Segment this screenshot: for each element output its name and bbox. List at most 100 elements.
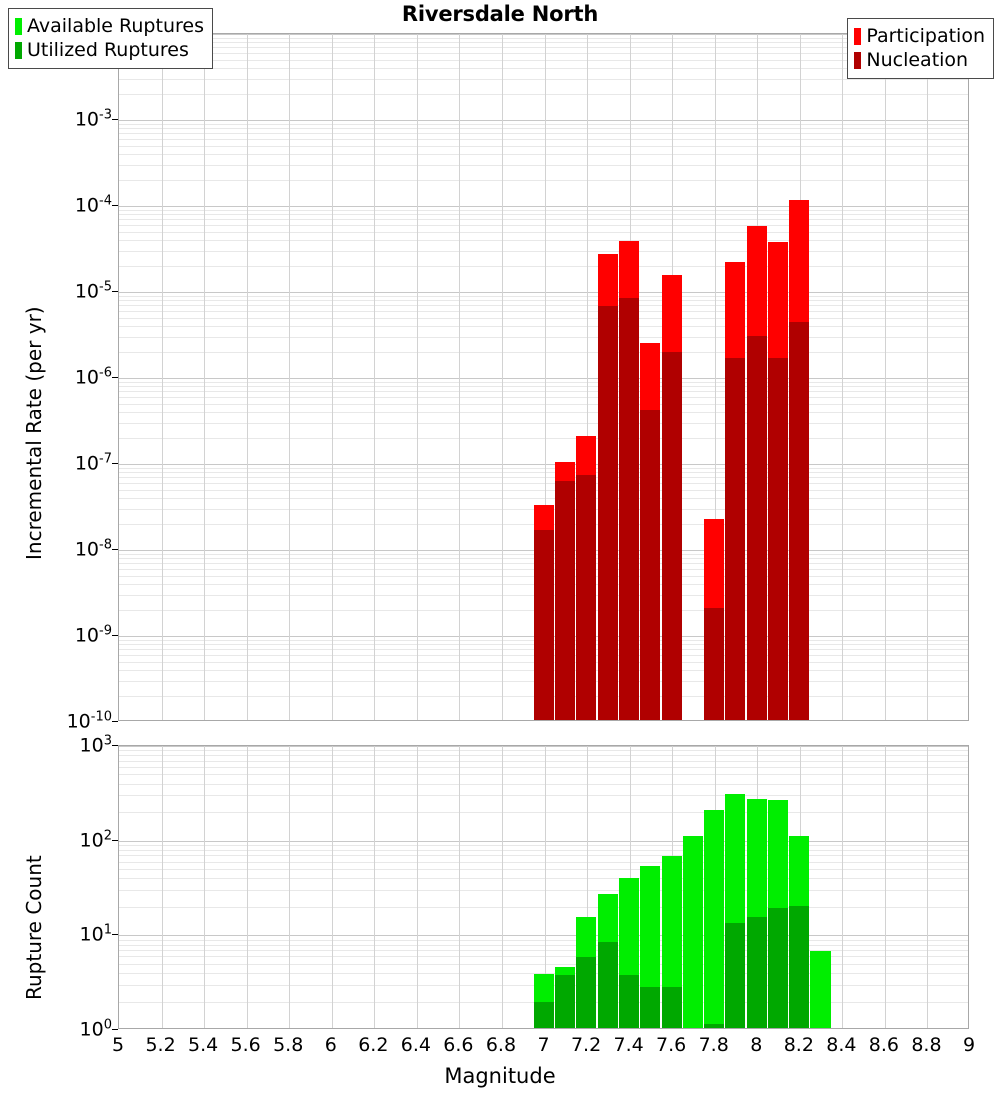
gridline-minor xyxy=(119,225,968,226)
gridline-vertical xyxy=(417,34,418,720)
gridline-minor xyxy=(119,300,968,301)
y-tick-label: 10-6 xyxy=(74,365,112,389)
bar-available-ruptures xyxy=(661,855,682,1028)
gridline-minor xyxy=(119,180,968,181)
gridline-minor xyxy=(119,784,968,785)
gridline-minor xyxy=(119,956,968,957)
gridline-minor xyxy=(119,146,968,147)
y-tick-label: 100 xyxy=(79,1017,112,1041)
gridline-minor xyxy=(119,750,968,751)
x-tick-label: 8.8 xyxy=(911,1034,942,1056)
gridline-minor xyxy=(119,94,968,95)
gridline-major xyxy=(119,464,968,465)
gridline-minor xyxy=(119,128,968,129)
y-tick-label: 10-4 xyxy=(74,193,112,217)
gridline-major xyxy=(119,120,968,121)
y-tick-label: 102 xyxy=(79,827,112,852)
x-tick-label: 7.8 xyxy=(698,1034,729,1056)
page-title: Riversdale North xyxy=(401,2,599,26)
y-tick-label: 10-8 xyxy=(74,537,112,561)
bar-nucleation xyxy=(533,530,554,720)
x-tick-label: 8 xyxy=(750,1034,763,1056)
gridline-vertical xyxy=(459,746,460,1028)
gridline-minor xyxy=(119,950,968,951)
gridline-minor xyxy=(119,318,968,319)
bottom-bars xyxy=(119,746,968,1028)
gridline-minor xyxy=(119,845,968,846)
gridline-minor xyxy=(119,850,968,851)
gridline-vertical xyxy=(204,746,205,1028)
gridline-vertical xyxy=(374,34,375,720)
top-legend: Participation Nucleation xyxy=(847,18,994,79)
y-tick-mark xyxy=(112,745,118,746)
bar-utilized-ruptures xyxy=(533,1001,554,1028)
legend-label-participation: Participation xyxy=(866,25,985,47)
gridline-minor xyxy=(119,438,968,439)
y-tick-label: 10-9 xyxy=(74,623,112,647)
gridline-major xyxy=(119,206,968,207)
gridline-minor xyxy=(119,305,968,306)
bar-utilized-ruptures xyxy=(746,916,767,1028)
gridline-minor xyxy=(119,878,968,879)
gridline-minor xyxy=(119,139,968,140)
bar-utilized-ruptures xyxy=(725,922,746,1028)
bar-utilized-ruptures xyxy=(767,908,788,1028)
bar-nucleation xyxy=(661,352,682,720)
gridline-minor xyxy=(119,266,968,267)
available-ruptures-swatch-icon xyxy=(15,17,22,35)
y-tick-mark xyxy=(112,291,118,292)
legend-item-nucleation: Nucleation xyxy=(854,48,985,72)
x-tick-label: 5.4 xyxy=(187,1034,219,1056)
gridline-vertical xyxy=(162,34,163,720)
gridline-minor xyxy=(119,855,968,856)
gridline-vertical xyxy=(545,34,546,720)
x-tick-label: 6.6 xyxy=(443,1034,474,1056)
legend-item-participation: Participation xyxy=(854,24,985,48)
nucleation-swatch-icon xyxy=(854,51,862,69)
bar-nucleation xyxy=(555,481,576,720)
top-bars xyxy=(119,34,968,720)
gridline-minor xyxy=(119,79,968,80)
gridline-vertical xyxy=(247,746,248,1028)
gridline-minor xyxy=(119,296,968,297)
gridline-minor xyxy=(119,326,968,327)
gridline-vertical xyxy=(289,34,290,720)
gridline-minor xyxy=(119,154,968,155)
x-tick-label: 6.2 xyxy=(358,1034,389,1056)
gridline-minor xyxy=(119,60,968,61)
x-tick-label: 8.2 xyxy=(783,1034,814,1056)
bar-utilized-ruptures xyxy=(618,975,640,1028)
x-tick-label: 6.8 xyxy=(485,1034,517,1056)
gridline-minor xyxy=(119,133,968,134)
gridline-vertical xyxy=(459,34,460,720)
bar-nucleation xyxy=(597,305,618,720)
y-tick-label: 10-7 xyxy=(74,451,112,475)
gridline-vertical xyxy=(545,746,546,1028)
y-tick-mark xyxy=(112,840,118,841)
bar-utilized-ruptures xyxy=(640,987,661,1028)
y-tick-mark xyxy=(112,1029,118,1030)
bottom-y-ticklabels: 103 102 101 100 xyxy=(0,733,118,1041)
gridline-major xyxy=(119,935,968,936)
gridline-minor xyxy=(119,311,968,312)
gridline-vertical xyxy=(587,746,588,1028)
gridline-minor xyxy=(119,386,968,387)
gridline-minor xyxy=(119,251,968,252)
gridline-minor xyxy=(119,214,968,215)
bar-nucleation xyxy=(576,475,597,720)
gridline-minor xyxy=(119,53,968,54)
gridline-minor xyxy=(119,755,968,756)
gridline-minor xyxy=(119,890,968,891)
gridline-minor xyxy=(119,964,968,965)
x-tick-label: 8.4 xyxy=(826,1034,857,1056)
x-tick-label: 8.6 xyxy=(868,1034,899,1056)
bottom-y-axis-title: Rupture Count xyxy=(22,855,46,1000)
gridline-minor xyxy=(119,973,968,974)
bar-nucleation xyxy=(618,298,640,720)
x-tick-label: 5 xyxy=(111,1034,125,1056)
gridline-minor xyxy=(119,468,968,469)
x-tick-label: 7 xyxy=(537,1034,550,1056)
bar-nucleation xyxy=(767,358,788,720)
gridline-minor xyxy=(119,472,968,473)
gridline-vertical xyxy=(289,746,290,1028)
